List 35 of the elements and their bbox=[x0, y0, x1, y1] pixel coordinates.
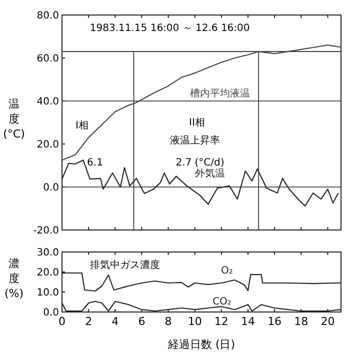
x-tick-label: 4 bbox=[112, 315, 119, 328]
y-tick-label: 0.0 bbox=[43, 182, 59, 194]
y-tick-label: 0.0 bbox=[43, 308, 59, 318]
x-tick-label: 18 bbox=[294, 315, 308, 328]
x-tick-label: 20 bbox=[320, 315, 335, 328]
legend-label: O₂ bbox=[221, 266, 233, 276]
y-tick-label: 40.0 bbox=[36, 96, 59, 108]
annotation: 液温上昇率 bbox=[170, 134, 220, 146]
y-axis-title: 濃度 (%) bbox=[4, 257, 24, 300]
y-tick-label: -20.0 bbox=[33, 226, 59, 236]
x-tick-label: 10 bbox=[188, 315, 202, 328]
series-label: 外気温 bbox=[195, 168, 225, 180]
x-tick-label: 2 bbox=[85, 315, 92, 328]
x-tick-label: 6 bbox=[138, 315, 146, 328]
y-tick-label: 30.0 bbox=[36, 248, 59, 258]
y-tick-label: 80.0 bbox=[36, 10, 59, 22]
y-axis-title: 温度 (°C) bbox=[3, 98, 25, 140]
text: 排気中ガス濃度 bbox=[90, 259, 160, 271]
y-tick-label: 10.0 bbox=[36, 288, 59, 298]
series-label: 槽内平均液温 bbox=[190, 88, 250, 100]
annotation: 2.7 (°C/d) bbox=[176, 158, 224, 168]
y-tick-label: 20.0 bbox=[36, 140, 59, 150]
x-tick-label: 0 bbox=[58, 315, 66, 328]
annotation: 6.1 bbox=[87, 158, 103, 168]
y-tick-label: 60.0 bbox=[36, 54, 59, 64]
x-tick-label: 14 bbox=[241, 315, 255, 328]
annotation: I相 bbox=[76, 120, 88, 132]
x-tick-label: 8 bbox=[164, 315, 172, 328]
text: 1983.11.15 16:00 ～ 12.6 16:00 bbox=[90, 23, 250, 34]
x-axis-title: 経過日数 (日) bbox=[166, 338, 236, 351]
y-tick-label: 20.0 bbox=[36, 268, 59, 278]
annotation: II相 bbox=[189, 116, 205, 128]
series-label: CO₂ bbox=[212, 296, 232, 308]
x-tick-label: 12 bbox=[214, 315, 228, 328]
x-tick-label: 16 bbox=[268, 315, 282, 328]
